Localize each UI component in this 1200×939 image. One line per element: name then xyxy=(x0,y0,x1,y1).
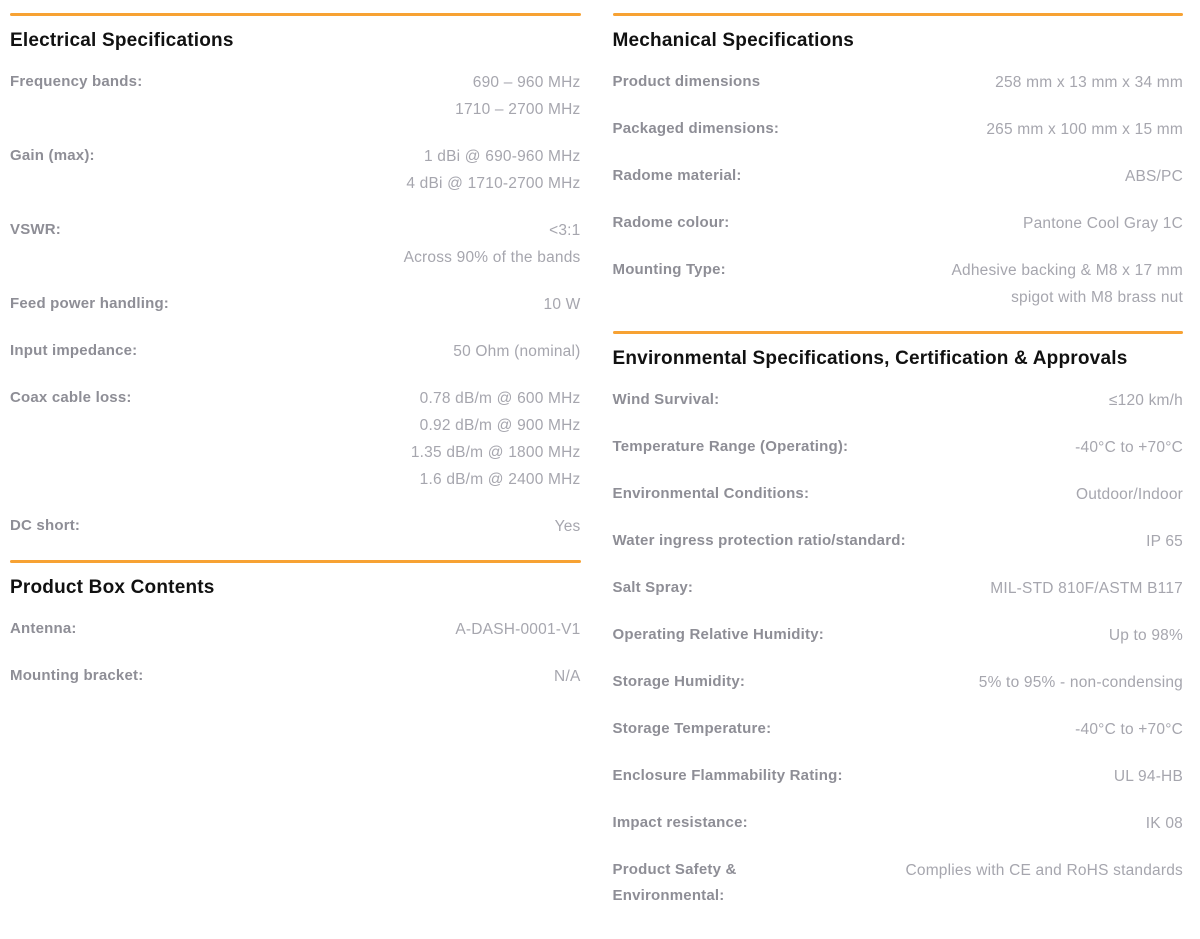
section-rule xyxy=(612,13,1183,16)
section-title: Electrical Specifications xyxy=(10,30,234,51)
spec-label: VSWR: xyxy=(10,221,61,238)
spec-row: Radome material: ABS/PC xyxy=(613,163,1184,190)
spec-row: Enclosure Flammability Rating: UL 94-HB xyxy=(613,763,1184,790)
spec-row: Antenna: A-DASH-0001-V1 xyxy=(10,616,581,643)
spec-value: Complies with CE and RoHS standards xyxy=(905,862,1183,879)
section-title: Environmental Specifications, Certificat… xyxy=(612,348,1128,369)
spec-row: Salt Spray: MIL-STD 810F/ASTM B117 xyxy=(613,575,1184,602)
spec-value: A-DASH-0001-V1 xyxy=(455,621,581,638)
spec-row: Product dimensions 258 mm x 13 mm x 34 mm xyxy=(613,69,1184,96)
spec-label: Enclosure Flammability Rating: xyxy=(612,767,843,784)
column-left: Electrical Specifications Frequency bands… xyxy=(10,13,581,929)
spec-row: Input impedance: 50 Ohm (nominal) xyxy=(10,338,581,365)
spec-row: Mounting bracket: N/A xyxy=(10,663,581,690)
spec-row: Water ingress protection ratio/standard:… xyxy=(613,528,1184,555)
spec-label: Feed power handling: xyxy=(10,295,170,312)
spec-row: Product Safety & Environmental: Complies … xyxy=(613,857,1184,909)
spec-value: Adhesive backing & M8 x 17 mm spigot wit… xyxy=(951,262,1183,306)
spec-value: Pantone Cool Gray 1C xyxy=(1023,215,1183,232)
spec-label: Antenna: xyxy=(10,620,77,637)
spec-label: Product dimensions xyxy=(612,73,761,90)
spec-value: UL 94-HB xyxy=(1113,768,1183,785)
spec-label: Mounting Type: xyxy=(612,261,726,278)
spec-section: Product Box Contents Antenna: A-DASH-0001-… xyxy=(10,560,581,690)
spec-value: 50 Ohm (nominal) xyxy=(453,343,581,360)
spec-row: Storage Temperature: -40°C to +70°C xyxy=(613,716,1184,743)
spec-label: Product Safety & Environmental: xyxy=(612,861,737,904)
spec-label: Environmental Conditions: xyxy=(612,485,810,502)
column-right: Mechanical Specifications Product dimensi… xyxy=(612,13,1184,929)
spec-row: Impact resistance: IK 08 xyxy=(613,810,1184,837)
spec-value: -40°C to +70°C xyxy=(1075,439,1183,456)
spec-row: Mounting Type: Adhesive backing & M8 x 17… xyxy=(613,257,1184,311)
spec-label: Coax cable loss: xyxy=(10,389,132,406)
spec-value: 258 mm x 13 mm x 34 mm xyxy=(995,74,1183,91)
spec-label: Storage Humidity: xyxy=(612,673,746,690)
spec-label: Operating Relative Humidity: xyxy=(612,626,824,643)
spec-value: 0.78 dB/m @ 600 MHz 0.92 dB/m @ 900 MHz … xyxy=(410,390,581,488)
spec-label: Impact resistance: xyxy=(612,814,748,831)
spec-row: Packaged dimensions: 265 mm x 100 mm x 15… xyxy=(613,116,1184,143)
spec-value: ≤120 km/h xyxy=(1108,392,1183,409)
spec-row: Storage Humidity: 5% to 95% - non-condens… xyxy=(613,669,1184,696)
section-title: Product Box Contents xyxy=(10,577,215,598)
spec-value: 690 – 960 MHz 1710 – 2700 MHz xyxy=(455,74,581,118)
spec-row: Radome colour: Pantone Cool Gray 1C xyxy=(613,210,1184,237)
spec-label: Salt Spray: xyxy=(612,579,694,596)
spec-label: Frequency bands: xyxy=(10,73,143,90)
spec-row: Environmental Conditions: Outdoor/Indoor xyxy=(613,481,1184,508)
spec-value: IK 08 xyxy=(1145,815,1183,832)
spec-row: Temperature Range (Operating): -40°C to +… xyxy=(613,434,1184,461)
spec-row: Wind Survival: ≤120 km/h xyxy=(613,387,1184,414)
section-rule xyxy=(612,331,1183,334)
spec-value: Outdoor/Indoor xyxy=(1075,486,1183,503)
spec-value: <3:1 Across 90% of the bands xyxy=(403,222,581,266)
spec-value: -40°C to +70°C xyxy=(1075,721,1183,738)
spec-value: IP 65 xyxy=(1146,533,1183,550)
spec-label: Mounting bracket: xyxy=(10,667,144,684)
spec-label: DC short: xyxy=(10,517,81,534)
spec-row: VSWR: <3:1 Across 90% of the bands xyxy=(10,217,581,271)
spec-label: Radome colour: xyxy=(612,214,730,231)
spec-label: Input impedance: xyxy=(10,342,138,359)
spec-label: Water ingress protection ratio/standard: xyxy=(612,532,906,549)
spec-value: 1 dBi @ 690-960 MHz 4 dBi @ 1710-2700 MH… xyxy=(406,148,581,192)
spec-value: ABS/PC xyxy=(1124,168,1183,185)
spec-row: Frequency bands: 690 – 960 MHz 1710 – 270… xyxy=(10,69,581,123)
spec-row: Feed power handling: 10 W xyxy=(10,291,581,318)
spec-value: 10 W xyxy=(543,296,581,313)
section-title: Mechanical Specifications xyxy=(612,30,855,51)
section-rule xyxy=(10,560,581,563)
spec-row: DC short: Yes xyxy=(10,513,581,540)
spec-value: Up to 98% xyxy=(1108,627,1183,644)
spec-value: MIL-STD 810F/ASTM B117 xyxy=(990,580,1183,597)
spec-value: Yes xyxy=(554,518,581,535)
spec-row: Operating Relative Humidity: Up to 98% xyxy=(613,622,1184,649)
spec-value: 265 mm x 100 mm x 15 mm xyxy=(986,121,1183,138)
spec-label: Radome material: xyxy=(612,167,742,184)
spec-section: Mechanical Specifications Product dimensi… xyxy=(612,13,1184,311)
spec-label: Packaged dimensions: xyxy=(612,120,780,137)
spec-section: Electrical Specifications Frequency bands… xyxy=(10,13,581,540)
spec-row: Coax cable loss: 0.78 dB/m @ 600 MHz 0.92… xyxy=(10,385,581,493)
section-rule xyxy=(10,13,581,16)
spec-label: Wind Survival: xyxy=(612,391,720,408)
spec-label: Temperature Range (Operating): xyxy=(612,438,849,455)
spec-value: N/A xyxy=(554,668,581,685)
spec-value: 5% to 95% - non-condensing xyxy=(978,674,1183,691)
spec-label: Gain (max): xyxy=(10,147,95,164)
spec-label: Storage Temperature: xyxy=(612,720,772,737)
spec-section: Environmental Specifications, Certificat… xyxy=(612,331,1184,909)
spec-row: Gain (max): 1 dBi @ 690-960 MHz 4 dBi @ 1… xyxy=(10,143,581,197)
